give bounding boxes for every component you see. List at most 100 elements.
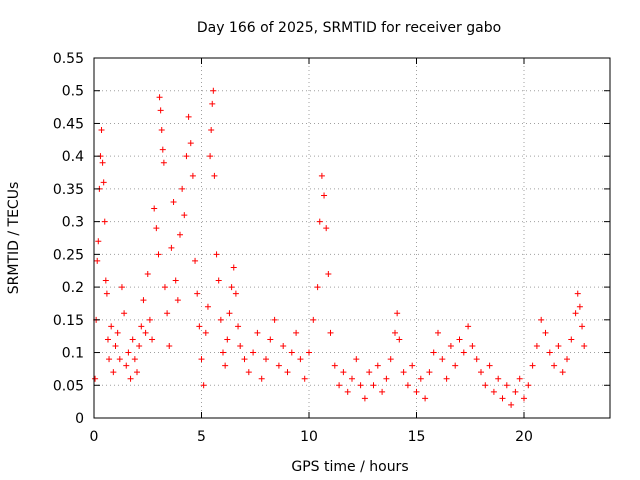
data-point bbox=[538, 316, 545, 323]
data-point bbox=[344, 388, 351, 395]
data-point bbox=[321, 192, 328, 199]
data-point bbox=[400, 369, 407, 376]
data-point bbox=[198, 356, 205, 363]
data-point bbox=[254, 329, 261, 336]
data-point bbox=[166, 343, 173, 349]
data-point bbox=[521, 395, 527, 402]
data-point bbox=[581, 343, 588, 349]
data-point bbox=[546, 349, 553, 356]
data-point bbox=[318, 172, 325, 179]
data-point bbox=[417, 375, 424, 382]
data-point bbox=[102, 277, 109, 284]
data-point bbox=[525, 382, 532, 389]
x-tick-label: 5 bbox=[197, 429, 206, 445]
data-point bbox=[392, 329, 398, 336]
data-point bbox=[194, 290, 201, 297]
data-point bbox=[161, 284, 168, 291]
data-point bbox=[241, 356, 248, 363]
data-point bbox=[387, 356, 394, 363]
data-point bbox=[208, 127, 215, 133]
data-point bbox=[284, 369, 291, 376]
data-point bbox=[210, 87, 217, 94]
axis-ticks bbox=[93, 57, 610, 419]
data-point bbox=[435, 329, 441, 336]
data-point bbox=[230, 264, 237, 271]
data-point bbox=[140, 297, 147, 304]
data-point bbox=[250, 349, 257, 356]
data-point bbox=[579, 323, 586, 330]
data-point bbox=[121, 310, 128, 317]
data-point bbox=[533, 343, 540, 349]
data-point bbox=[512, 388, 519, 395]
data-point bbox=[314, 284, 321, 291]
data-point bbox=[101, 218, 108, 225]
data-point bbox=[114, 329, 121, 336]
data-point bbox=[349, 375, 355, 382]
data-point bbox=[288, 349, 295, 356]
y-tick-label: 0.5 bbox=[62, 84, 84, 100]
data-point bbox=[224, 336, 231, 343]
data-point bbox=[106, 356, 113, 363]
data-point bbox=[207, 153, 214, 160]
data-point bbox=[204, 303, 211, 310]
data-point bbox=[327, 329, 334, 336]
data-point bbox=[361, 395, 368, 402]
data-point bbox=[529, 362, 536, 369]
data-point bbox=[452, 362, 459, 369]
data-point bbox=[297, 356, 304, 363]
data-point bbox=[98, 127, 105, 133]
data-point bbox=[232, 290, 239, 297]
data-point bbox=[430, 349, 437, 356]
y-axis-title: SRMTID / TECUs bbox=[6, 182, 22, 295]
data-point bbox=[409, 362, 416, 369]
data-point bbox=[396, 336, 403, 343]
x-tick-labels: 0 5 10 15 20 bbox=[90, 429, 533, 445]
data-point bbox=[220, 349, 226, 356]
data-point bbox=[576, 303, 583, 310]
data-point bbox=[110, 369, 117, 376]
data-point bbox=[422, 395, 429, 402]
data-point bbox=[151, 205, 158, 212]
y-tick-label: 0.35 bbox=[53, 182, 84, 198]
data-point bbox=[125, 349, 132, 356]
data-point bbox=[555, 343, 562, 349]
data-point bbox=[108, 323, 115, 330]
data-point bbox=[129, 336, 136, 343]
data-point bbox=[209, 100, 216, 107]
data-point bbox=[211, 172, 218, 179]
data-point bbox=[196, 323, 203, 330]
data-point bbox=[383, 375, 390, 382]
y-tick-label: 0.2 bbox=[62, 280, 84, 296]
data-point bbox=[237, 343, 244, 349]
data-point bbox=[99, 159, 106, 166]
data-point bbox=[213, 251, 220, 258]
data-point bbox=[394, 310, 401, 317]
data-point bbox=[258, 375, 265, 382]
data-point bbox=[158, 127, 165, 133]
data-point bbox=[473, 356, 480, 363]
data-point bbox=[136, 343, 143, 349]
data-point bbox=[267, 336, 274, 343]
data-point bbox=[160, 159, 167, 166]
data-point bbox=[293, 329, 300, 336]
y-tick-labels: 0 0.05 0.1 0.15 0.2 0.25 0.3 0.35 0.4 0.45 0.5 0.55 bbox=[53, 51, 84, 427]
data-point bbox=[104, 336, 111, 343]
data-point bbox=[331, 362, 338, 369]
data-point bbox=[357, 382, 364, 389]
data-point bbox=[200, 382, 207, 389]
data-point bbox=[568, 336, 575, 343]
data-point bbox=[503, 382, 510, 389]
data-point bbox=[177, 231, 183, 238]
data-point bbox=[508, 401, 515, 408]
data-point bbox=[482, 382, 489, 389]
data-point bbox=[235, 323, 242, 330]
data-point bbox=[142, 329, 149, 336]
data-point bbox=[222, 362, 229, 369]
data-point bbox=[153, 225, 160, 232]
data-point bbox=[310, 316, 317, 323]
data-point bbox=[460, 349, 467, 356]
data-point bbox=[131, 356, 138, 363]
data-point bbox=[149, 336, 156, 343]
